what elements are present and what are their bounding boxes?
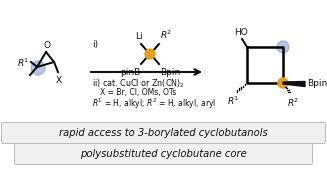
Text: $R^2$: $R^2$: [160, 29, 172, 41]
Polygon shape: [283, 81, 305, 87]
Text: HO: HO: [234, 28, 248, 37]
Circle shape: [31, 61, 45, 75]
FancyBboxPatch shape: [2, 122, 325, 143]
Circle shape: [145, 49, 155, 59]
Text: $R^1$ = H, alkyl; $R^2$ = H, alkyl, aryl: $R^1$ = H, alkyl; $R^2$ = H, alkyl, aryl: [92, 97, 216, 111]
Text: $R^1$: $R^1$: [227, 95, 239, 107]
FancyBboxPatch shape: [14, 143, 313, 164]
Text: $R^1$: $R^1$: [17, 57, 29, 69]
Text: $R^2$: $R^2$: [287, 97, 299, 109]
Text: Li: Li: [135, 32, 143, 41]
Text: X: X: [56, 76, 62, 85]
Text: rapid access to 3-borylated cyclobutanols: rapid access to 3-borylated cyclobutanol…: [59, 128, 268, 138]
Text: X = Br, Cl, OMs, OTs: X = Br, Cl, OMs, OTs: [100, 88, 176, 97]
Text: pinB: pinB: [120, 68, 140, 77]
Text: Bpin: Bpin: [160, 68, 180, 77]
Text: Bpin: Bpin: [307, 80, 327, 88]
Circle shape: [278, 78, 288, 88]
Text: polysubstituted cyclobutane core: polysubstituted cyclobutane core: [80, 149, 247, 159]
Text: i): i): [92, 40, 98, 49]
Circle shape: [277, 41, 289, 53]
Text: ii) cat. CuCl or Zn(CN)$_2$: ii) cat. CuCl or Zn(CN)$_2$: [92, 78, 185, 91]
Text: O: O: [43, 41, 50, 50]
